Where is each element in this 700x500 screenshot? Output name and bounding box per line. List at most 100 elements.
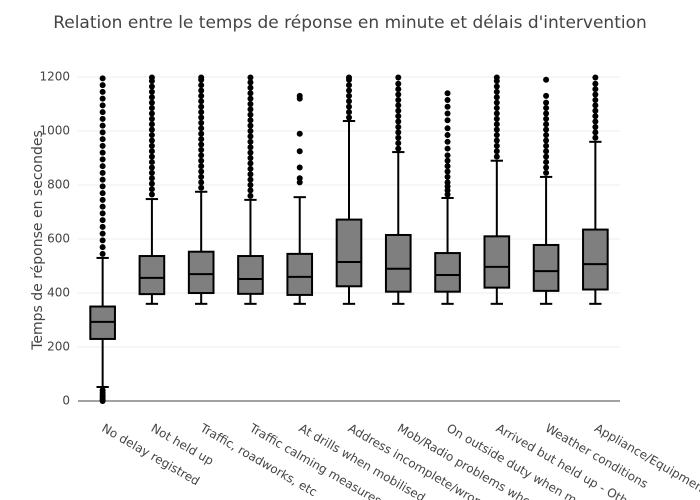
y-axis-label: Temps de réponse en secondes <box>30 130 46 351</box>
outlier <box>247 106 254 113</box>
outlier <box>543 92 550 99</box>
outlier <box>148 142 155 149</box>
outlier <box>395 102 402 109</box>
outlier <box>99 169 106 176</box>
outlier <box>543 132 550 139</box>
outlier <box>543 137 550 144</box>
outlier <box>395 129 402 136</box>
outlier <box>247 95 254 102</box>
outlier <box>296 130 303 137</box>
outlier <box>444 179 451 186</box>
outlier <box>198 98 205 105</box>
outlier <box>592 113 599 120</box>
outlier <box>247 192 254 199</box>
outlier <box>198 74 205 81</box>
outlier <box>543 126 550 133</box>
outlier <box>198 146 205 153</box>
outlier <box>493 94 500 101</box>
outlier <box>99 230 106 237</box>
outlier <box>99 196 106 203</box>
outlier <box>247 171 254 178</box>
y-tick-label: 0 <box>62 394 70 408</box>
outlier <box>247 138 254 145</box>
outlier <box>543 115 550 122</box>
outlier <box>493 153 500 160</box>
outlier <box>493 148 500 155</box>
outlier <box>592 91 599 98</box>
outlier <box>148 186 155 193</box>
outlier <box>444 90 451 97</box>
outlier <box>296 148 303 155</box>
y-tick-label: 400 <box>47 286 70 300</box>
outlier <box>198 82 205 89</box>
box <box>434 252 461 293</box>
outlier <box>395 91 402 98</box>
outlier <box>198 119 205 126</box>
outlier <box>148 115 155 122</box>
y-tick-label: 800 <box>47 178 70 192</box>
box <box>384 233 412 293</box>
outlier <box>592 86 599 93</box>
outlier <box>198 173 205 180</box>
outlier <box>543 99 550 106</box>
box <box>335 218 363 288</box>
outlier <box>247 90 254 97</box>
outlier <box>99 115 106 122</box>
y-tick-label: 1000 <box>39 124 70 138</box>
outlier <box>543 110 550 117</box>
outlier <box>99 95 106 102</box>
outlier <box>592 102 599 109</box>
outlier <box>493 115 500 122</box>
outlier <box>99 176 106 183</box>
outlier <box>395 118 402 125</box>
outlier <box>444 103 451 110</box>
outlier <box>148 191 155 198</box>
outlier <box>198 168 205 175</box>
outlier <box>148 175 155 182</box>
outlier <box>346 98 352 105</box>
outlier <box>296 175 303 182</box>
outlier <box>247 149 254 156</box>
outlier <box>247 122 254 129</box>
outlier <box>444 110 451 117</box>
outlier <box>198 184 205 191</box>
outlier <box>198 87 205 94</box>
outlier <box>395 74 402 81</box>
outlier <box>395 113 402 120</box>
outlier <box>148 105 155 112</box>
outlier <box>592 96 599 103</box>
outlier <box>247 101 254 108</box>
outlier <box>493 99 500 106</box>
outlier <box>346 109 352 116</box>
outlier <box>543 169 550 176</box>
outlier <box>148 126 155 133</box>
box <box>483 235 511 289</box>
outlier <box>493 142 500 149</box>
outlier <box>543 76 550 83</box>
outlier <box>592 129 599 136</box>
outlier <box>395 134 402 141</box>
outlier <box>247 79 254 86</box>
outlier <box>99 142 106 149</box>
outlier <box>99 102 106 109</box>
outlier <box>444 173 451 180</box>
outlier <box>99 183 106 190</box>
outlier <box>99 250 106 257</box>
outlier <box>99 149 106 156</box>
outlier <box>99 122 106 129</box>
outlier <box>444 96 451 103</box>
outlier <box>99 210 106 217</box>
outlier <box>198 157 205 164</box>
outlier <box>493 121 500 128</box>
outlier <box>247 84 254 91</box>
outlier <box>148 169 155 176</box>
outlier <box>148 110 155 117</box>
box <box>187 250 215 295</box>
outlier <box>148 99 155 106</box>
outlier <box>592 74 599 81</box>
outlier <box>198 152 205 159</box>
outlier <box>296 164 303 171</box>
outlier <box>198 130 205 137</box>
outlier <box>198 141 205 148</box>
